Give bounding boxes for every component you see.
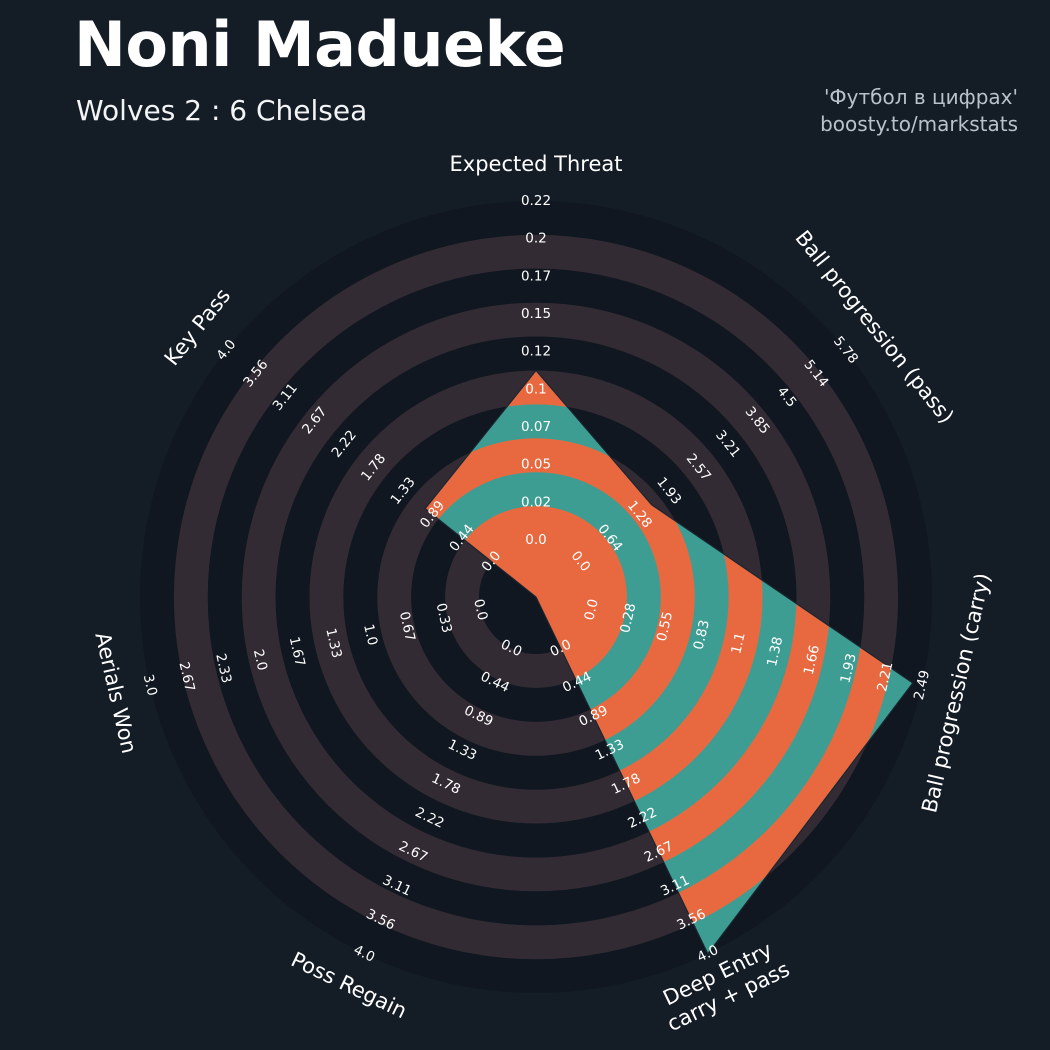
tick-label: 0.0 xyxy=(470,597,490,622)
tick-label: 1.66 xyxy=(801,644,823,677)
axis-label: Expected Threat xyxy=(450,152,623,176)
tick-label: 0.05 xyxy=(521,457,551,473)
tick-label: 0.67 xyxy=(396,610,418,643)
tick-label: 0.1 xyxy=(525,381,546,397)
page-title: Noni Madueke xyxy=(74,8,566,81)
match-subtitle: Wolves 2 : 6 Chelsea xyxy=(76,94,368,127)
tick-label: 0.28 xyxy=(617,602,639,635)
tick-label: 0.02 xyxy=(521,494,551,510)
tick-label: 2.49 xyxy=(911,669,933,702)
tick-label: 0.17 xyxy=(521,268,551,284)
tick-label: 0.22 xyxy=(521,193,551,209)
tick-label: 1.93 xyxy=(837,652,859,685)
credit-block: 'Футбол в цифрах' boosty.to/markstats xyxy=(820,84,1018,138)
tick-label: 0.12 xyxy=(521,344,551,360)
axis-label-line: Expected Threat xyxy=(450,152,623,176)
tick-label: 0.0 xyxy=(581,597,601,622)
tick-label: 0.83 xyxy=(691,618,713,651)
tick-label: 0.33 xyxy=(433,602,455,635)
tick-label: 1.0 xyxy=(360,623,380,648)
data-outline xyxy=(424,369,914,955)
tick-label: 0.2 xyxy=(525,231,546,247)
tick-label: 2.67 xyxy=(176,660,198,693)
tick-label: 3.0 xyxy=(140,673,160,698)
tick-label: 0.55 xyxy=(654,610,676,643)
tick-label: 1.33 xyxy=(322,627,344,660)
chart-header: Noni Madueke Wolves 2 : 6 Chelsea 'Футбо… xyxy=(0,0,1050,150)
axis-label-line: Aerials Won xyxy=(90,630,141,756)
credit-line-2: boosty.to/markstats xyxy=(820,112,1018,136)
tick-label: 1.67 xyxy=(286,635,308,668)
tick-label: 0.07 xyxy=(521,419,551,435)
tick-label: 2.0 xyxy=(250,648,270,673)
tick-label: 2.21 xyxy=(874,660,896,693)
tick-label: 2.33 xyxy=(212,652,234,685)
tick-label: 1.38 xyxy=(764,635,786,668)
tick-label: 1.1 xyxy=(728,631,748,656)
tick-label: 0.15 xyxy=(521,306,551,322)
axis-label: Aerials Won xyxy=(90,630,141,756)
tick-label: 0.0 xyxy=(525,532,546,548)
credit-line-1: 'Футбол в цифрах' xyxy=(823,85,1018,109)
